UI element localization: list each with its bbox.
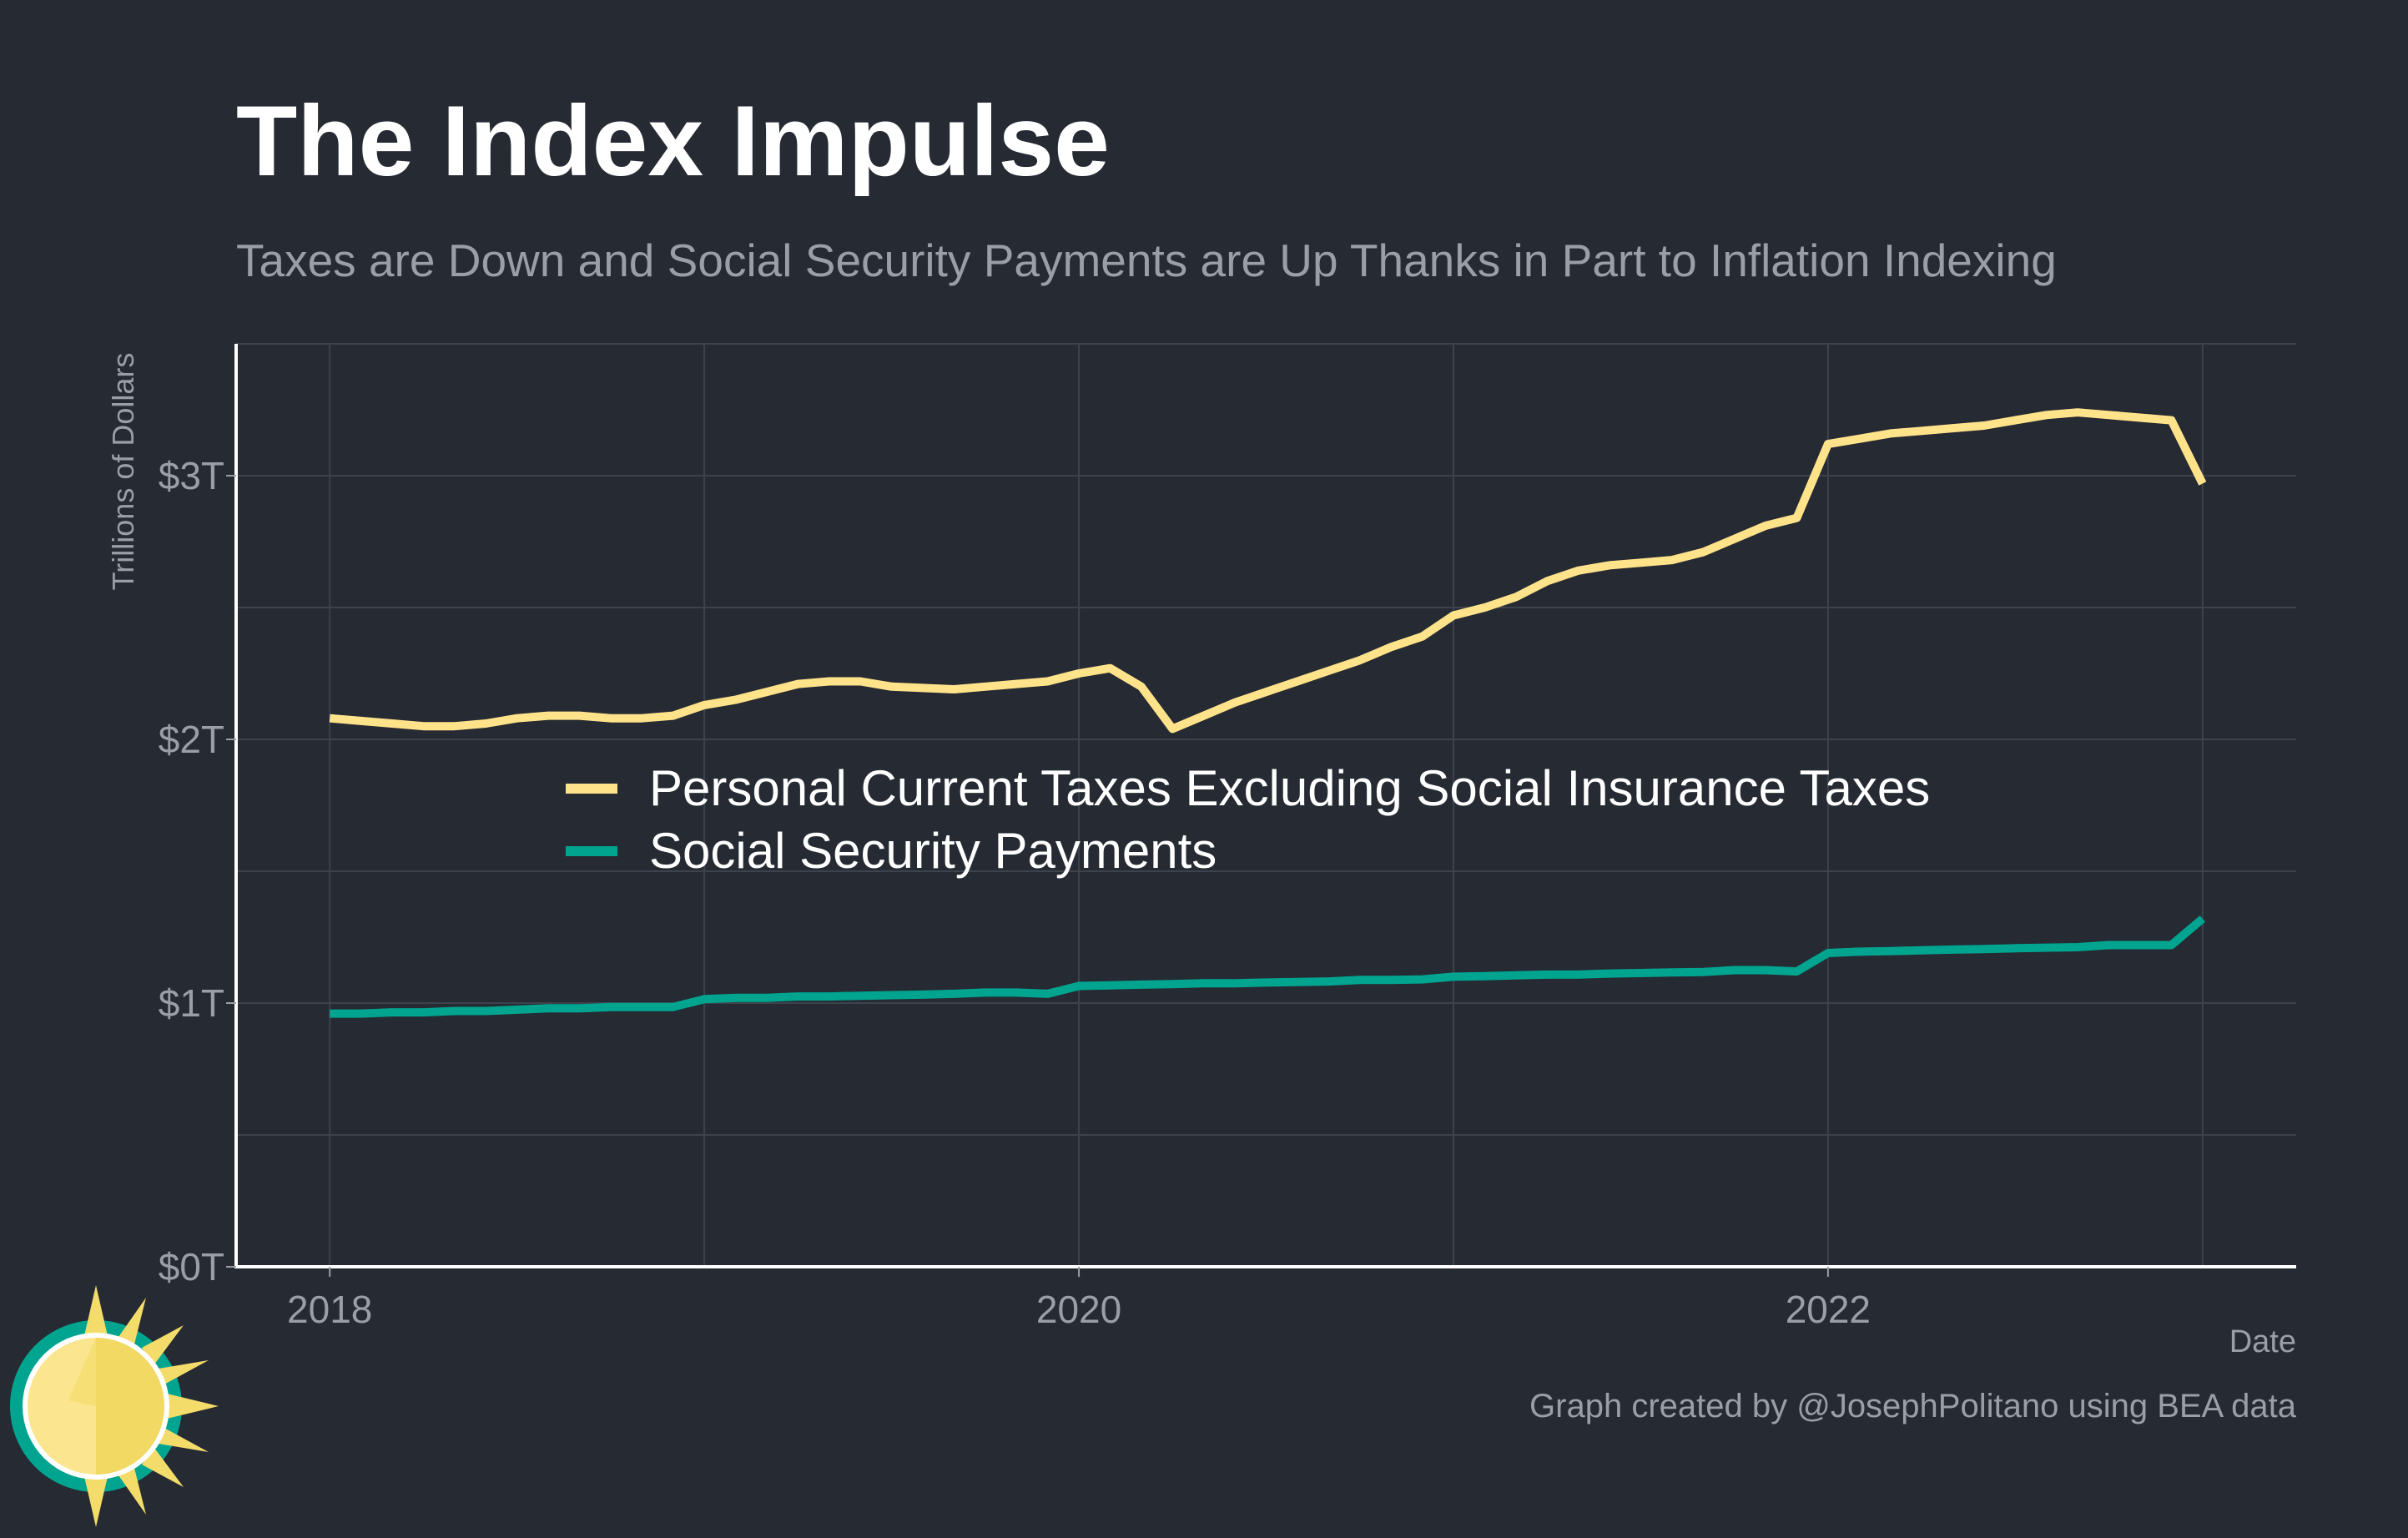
y-tick-label: $2T (159, 718, 224, 761)
chart-subtitle: Taxes are Down and Social Security Payme… (236, 234, 2057, 286)
y-tick-label: $0T (159, 1245, 224, 1288)
source-caption: Graph created by @JosephPolitano using B… (1529, 1388, 2296, 1425)
tick-labels: $0T $1T $2T $3T 2018 2020 2022 (159, 454, 1871, 1331)
series-line-taxes (329, 408, 2207, 734)
y-axis-label: Trillions of Dollars (106, 353, 140, 591)
y-tick-label: $3T (159, 454, 224, 497)
y-tick-label: $1T (159, 981, 224, 1025)
series-line-social-security (330, 915, 2206, 1018)
legend-label-social-security: Social Security Payments (649, 823, 1217, 879)
x-axis-label: Date (2229, 1324, 2296, 1359)
chart-title: The Index Impulse (236, 85, 1110, 197)
axes (226, 344, 2296, 1277)
grid-lines (236, 343, 2296, 1267)
x-tick-label: 2018 (287, 1288, 372, 1331)
legend: Personal Current Taxes Excluding Social … (566, 760, 1930, 879)
series-lines (329, 408, 2207, 1018)
legend-label-taxes: Personal Current Taxes Excluding Social … (649, 760, 1930, 816)
x-tick-label: 2022 (1786, 1288, 1871, 1331)
sun-logo-icon (10, 1285, 219, 1527)
x-tick-label: 2020 (1036, 1288, 1121, 1331)
